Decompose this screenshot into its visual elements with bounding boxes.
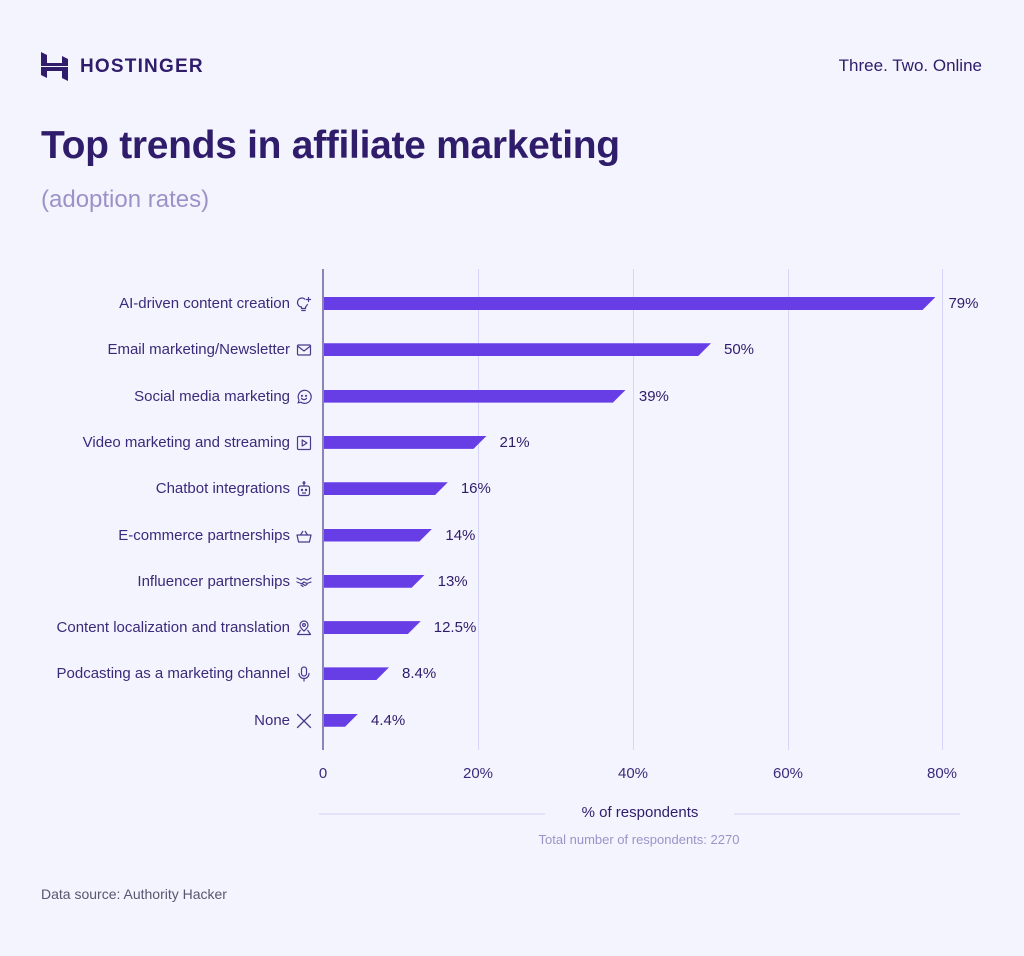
y-axis-line [322,269,324,750]
robot-icon [296,481,312,497]
chart-subtitle: (adoption rates) [41,186,210,213]
x-tick-60: 60% [772,765,804,782]
brand-name: HOSTINGER [80,55,204,77]
bar-category-label: AI-driven content creation [119,295,290,312]
gridline-80 [942,269,943,750]
bar-row: Social media marketing 39% [0,387,1024,407]
bar-row: E-commerce partnerships 14% [0,526,1024,546]
bar-value-label: 39% [638,387,669,405]
smiley-chat-icon [296,389,312,405]
microphone-icon [296,666,312,682]
lightbulb-sparkle-icon [296,296,312,312]
bar [324,390,626,403]
x-icon [296,713,312,729]
bar-row: AI-driven content creation 79% [0,294,1024,314]
bar-category-label: Content localization and translation [56,619,290,637]
bar-category-label: Video marketing and streaming [82,433,290,451]
x-label-rule-right [734,813,960,815]
bar [324,714,358,727]
data-source: Data source: Authority Hacker [41,886,227,902]
bar-row: None 4.4% [0,711,1024,731]
bar-category-label: E-commerce partnerships [118,526,290,544]
bar-category-label: Influencer partnerships [137,572,290,590]
respondents-note: Total number of respondents: 2270 [538,832,740,847]
envelope-icon [296,342,312,358]
bar [324,529,432,542]
x-tick-0: 0 [318,765,328,782]
x-tick-40: 40% [617,765,649,782]
bar-row: Chatbot integrations 16% [0,479,1024,499]
bar-category-label: None [254,711,290,729]
bar [324,297,935,310]
play-square-icon [296,435,312,451]
bar [324,667,389,680]
bar-value-label: 13% [437,572,468,590]
bar-value-label: 4.4% [371,711,406,729]
bar-row: Email marketing/Newsletter 50% [0,340,1024,360]
bar-category-label: Social media marketing [134,387,290,405]
bar-row: Video marketing and streaming 21% [0,433,1024,453]
bar-row: Podcasting as a marketing channel 8.4% [0,664,1024,684]
bar-value-label: 79% [948,295,979,312]
tagline: Three. Two. Online [838,56,982,75]
x-label-rule-left [319,813,545,815]
bar-value-label: 16% [460,480,491,498]
x-axis-label: % of respondents [581,804,699,821]
bar-value-label: 12.5% [433,619,477,637]
x-tick-20: 20% [462,765,494,782]
hostinger-logo: HOSTINGER [41,52,204,81]
bar-value-label: 50% [724,341,755,359]
bar-category-label: Email marketing/Newsletter [107,341,290,359]
bar-category-label: Chatbot integrations [155,480,290,498]
location-pin-icon [296,620,312,636]
basket-icon [296,528,312,544]
handshake-icon [296,574,312,590]
hostinger-h-icon [41,52,68,81]
gridline-40 [633,269,634,750]
bar-row: Influencer partnerships 13% [0,572,1024,592]
gridline-20 [478,269,479,750]
bar [324,343,711,356]
bar [324,575,425,588]
bar [324,482,448,495]
bar [324,436,487,449]
gridline-60 [788,269,789,750]
chart-title: Top trends in affiliate marketing [41,124,620,167]
bar-category-label: Podcasting as a marketing channel [56,665,290,683]
bar-value-label: 8.4% [402,665,437,683]
bar [324,621,421,634]
bar-value-label: 14% [445,526,476,544]
bar-value-label: 21% [499,433,530,451]
x-tick-80: 80% [926,765,958,782]
bar-row: Content localization and translation 12.5… [0,618,1024,638]
